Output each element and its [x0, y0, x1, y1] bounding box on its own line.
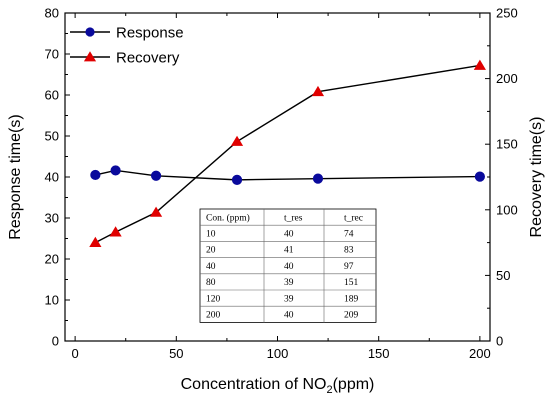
- table-cell: 40: [284, 230, 294, 240]
- point-recovery: [311, 85, 325, 97]
- table-header-cell: t_rec: [344, 213, 363, 223]
- y-right-tick-label: 200: [496, 71, 518, 86]
- legend-label-response: Response: [116, 25, 184, 42]
- y-left-axis-title: Response time(s): [7, 114, 24, 239]
- x-tick-label: 50: [169, 346, 183, 361]
- table-cell: 39: [284, 278, 294, 288]
- table-cell: 40: [206, 262, 216, 272]
- table-header-cell: Con. (ppm): [206, 212, 250, 223]
- point-recovery: [149, 206, 163, 217]
- y-left-tick-label: 50: [45, 129, 59, 144]
- point-recovery: [109, 226, 122, 237]
- y-left-tick-label: 80: [45, 6, 59, 21]
- table-cell: 80: [206, 278, 216, 288]
- point-recovery: [89, 236, 102, 247]
- table-frame: [199, 208, 377, 323]
- legend-marker-response: [85, 27, 95, 37]
- series-layer: [89, 59, 486, 247]
- x-tick-label: 100: [267, 346, 289, 361]
- legend: Response Recovery: [70, 25, 184, 67]
- point-response: [150, 170, 162, 181]
- y-right-tick-label: 50: [496, 268, 510, 283]
- table-cell: 209: [344, 311, 359, 321]
- table-cell: 189: [344, 294, 359, 304]
- point-recovery: [230, 135, 244, 146]
- ticks: 0 50 100 150 200 0 10 20 30 40 50 60 70 80 0 50 100 150 20…: [45, 6, 518, 362]
- y-right-tick-label: 0: [496, 334, 503, 349]
- y-left-tick-label: 20: [45, 252, 59, 267]
- x-tick-label: 200: [469, 346, 491, 361]
- x-tick-label: 0: [72, 346, 79, 361]
- y-right-tick-label: 250: [496, 6, 518, 21]
- table-cell: 74: [344, 230, 354, 240]
- table-header-cell: t_res: [284, 213, 303, 223]
- x-axis-title-main: Concentration of NO: [181, 376, 327, 393]
- y-left-tick-label: 60: [45, 88, 59, 103]
- table-cell: 39: [284, 294, 294, 304]
- table-cell: 10: [206, 230, 216, 240]
- legend-label-recovery: Recovery: [116, 50, 180, 67]
- table-cell: 40: [284, 262, 294, 272]
- point-response: [312, 173, 324, 184]
- y-right-tick-label: 150: [496, 137, 518, 152]
- x-tick-label: 150: [368, 346, 390, 361]
- table-cell: 97: [344, 262, 354, 272]
- table-cell: 83: [344, 246, 354, 256]
- table-cell: 120: [206, 294, 221, 304]
- x-axis-title: Concentration of NO2(ppm): [181, 376, 375, 396]
- y-left-tick-label: 10: [45, 293, 59, 308]
- x-axis-title-units: (ppm): [333, 376, 375, 393]
- table-cell: 40: [284, 311, 294, 321]
- y-left-tick-label: 70: [45, 47, 59, 62]
- table-cell: 20: [206, 246, 216, 256]
- y-left-tick-label: 0: [52, 334, 59, 349]
- y-left-tick-label: 40: [45, 170, 59, 185]
- table-cell: 41: [284, 246, 294, 256]
- point-response: [90, 169, 101, 181]
- y-right-tick-label: 100: [496, 202, 518, 217]
- table-cell: 151: [344, 278, 359, 288]
- axis-titles: Concentration of NO2(ppm) Response time(s…: [7, 114, 545, 396]
- inset-table: Con. (ppm) t_res t_rec 10 40 74 20 41 83 40 40 97 80…: [199, 208, 377, 323]
- point-recovery: [473, 59, 486, 70]
- point-response: [110, 165, 121, 176]
- legend-marker-recovery: [83, 51, 97, 62]
- point-response: [231, 174, 243, 185]
- y-right-axis-title: Recovery time(s): [528, 117, 545, 238]
- table-cell: 200: [206, 311, 221, 321]
- x-axis-title-subscript: 2: [326, 384, 332, 396]
- point-response: [474, 171, 485, 182]
- y-left-tick-label: 30: [45, 211, 59, 226]
